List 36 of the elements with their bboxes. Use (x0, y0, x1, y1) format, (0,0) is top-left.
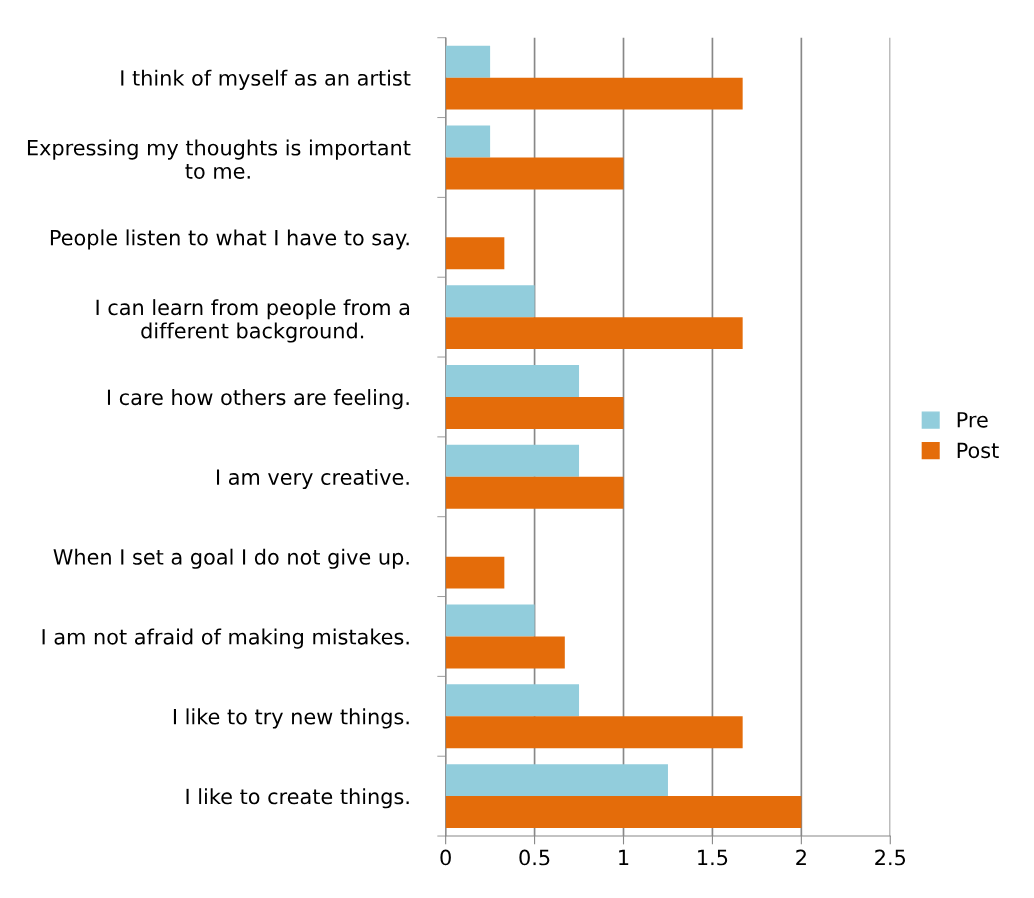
bar (445, 365, 580, 397)
y-tick-label: People listen to what I have to say. (50, 229, 409, 250)
bar (445, 396, 624, 429)
y-tick-label: When I set a goal I do not give up. (53, 548, 409, 569)
y-tick-label: I like to try new things. (173, 708, 409, 729)
y-tick-label: Expressing my thoughts is important to me. (27, 139, 411, 179)
y-tick-label: I like to create things. (186, 788, 409, 809)
x-tick-label: 2.5 (875, 849, 906, 866)
bar (445, 285, 535, 318)
x-tick-label: 1 (619, 849, 629, 866)
bar (445, 764, 668, 797)
bar (445, 716, 743, 749)
x-tick-label: 2 (796, 849, 806, 866)
bar (445, 604, 535, 637)
y-tick-label: I care how others are feeling. (107, 389, 409, 410)
bar (445, 444, 580, 477)
bar (445, 636, 565, 669)
bar (445, 77, 743, 110)
legend-label: Post (957, 442, 999, 459)
bar (445, 125, 491, 158)
legend-label: Pre (957, 412, 988, 428)
y-tick-label: I am not afraid of making mistakes. (42, 628, 409, 649)
bar (445, 45, 491, 78)
bar (445, 476, 624, 509)
bar (445, 237, 505, 270)
y-tick-label: I think of myself as an artist (121, 69, 411, 90)
bar (445, 556, 505, 589)
y-tick-label: I am very creative. (217, 468, 409, 490)
x-tick-label: 0.5 (519, 849, 550, 866)
x-tick-label: 1.5 (698, 849, 728, 866)
bar (445, 157, 624, 190)
bar (445, 317, 743, 350)
y-tick-label: I can learn from people from a different background. (96, 299, 410, 343)
x-tick-label: 0 (440, 849, 451, 866)
bar (445, 796, 802, 829)
bar (445, 684, 580, 717)
